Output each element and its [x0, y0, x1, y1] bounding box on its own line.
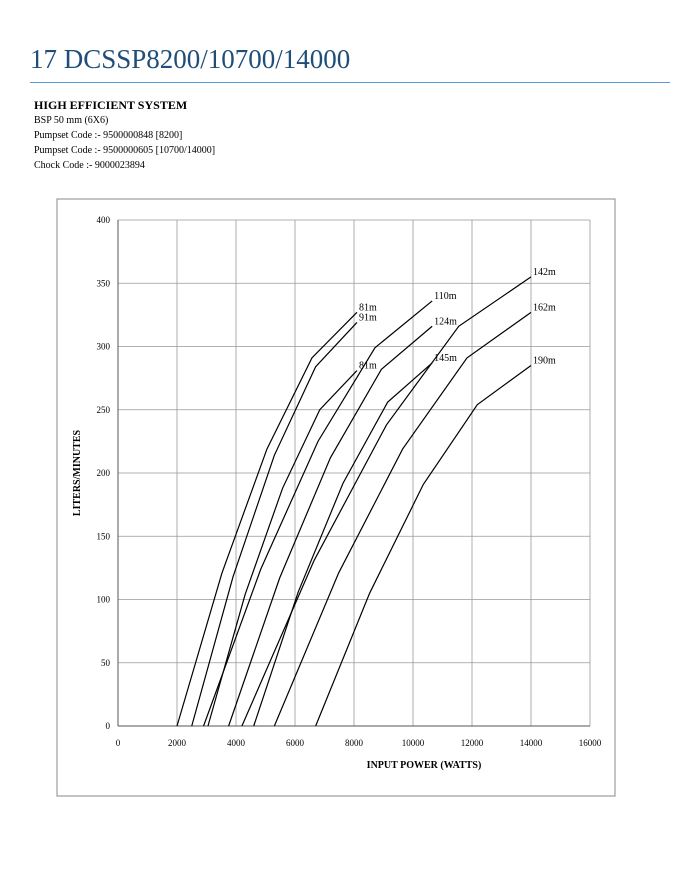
- curve-label: 91m: [359, 312, 377, 323]
- info-line: Chock Code :- 9000023894: [34, 160, 145, 171]
- x-tick-label: 0: [116, 738, 121, 748]
- x-tick-label: 4000: [227, 738, 246, 748]
- info-line: Pumpset Code :- 9500000848 [8200]: [34, 130, 183, 141]
- curve: [176, 311, 358, 727]
- heading: HIGH EFFICIENT SYSTEM: [34, 98, 188, 112]
- y-tick-label: 100: [97, 595, 111, 605]
- info-line: Pumpset Code :- 9500000605 [10700/14000]: [34, 145, 216, 156]
- curve-label: 145m: [434, 353, 457, 364]
- x-tick-label: 16000: [579, 738, 602, 748]
- curve: [253, 362, 433, 727]
- curve: [315, 364, 532, 727]
- x-tick-label: 10000: [402, 738, 425, 748]
- curve-label: 81m: [359, 361, 377, 372]
- y-tick-label: 300: [97, 342, 111, 352]
- x-axis-label: INPUT POWER (WATTS): [367, 760, 482, 771]
- y-tick-label: 200: [97, 468, 111, 478]
- curve-label: 142m: [533, 267, 556, 278]
- curve-label: 190m: [533, 355, 556, 366]
- y-tick-label: 400: [97, 215, 111, 225]
- x-tick-label: 14000: [520, 738, 543, 748]
- chart-frame: [56, 198, 616, 797]
- y-tick-label: 250: [97, 405, 111, 415]
- x-tick-label: 12000: [461, 738, 484, 748]
- page-title: 17 DCSSP8200/10700/14000: [30, 44, 351, 74]
- y-tick-label: 150: [97, 531, 111, 541]
- x-tick-label: 2000: [168, 738, 187, 748]
- y-tick-label: 50: [101, 658, 111, 668]
- y-tick-label: 0: [106, 721, 111, 731]
- title-rule: [30, 82, 670, 83]
- curve: [191, 322, 358, 727]
- curve: [273, 311, 532, 727]
- curve: [207, 370, 358, 727]
- y-axis-label: LITERS/MINUTES: [72, 429, 83, 516]
- curve: [228, 325, 433, 727]
- y-tick-label: 350: [97, 278, 111, 288]
- curve: [202, 300, 433, 727]
- curve-label: 162m: [533, 302, 556, 313]
- curve-label: 124m: [434, 316, 457, 327]
- info: HIGH EFFICIENT SYSTEM BSP 50 mm (6X6) Pu…: [34, 98, 215, 173]
- curve: [241, 276, 532, 727]
- x-tick-label: 6000: [286, 738, 305, 748]
- info-line: BSP 50 mm (6X6): [34, 115, 109, 126]
- curve-label: 81m: [359, 302, 377, 313]
- x-tick-label: 8000: [345, 738, 364, 748]
- curve-label: 110m: [434, 291, 457, 302]
